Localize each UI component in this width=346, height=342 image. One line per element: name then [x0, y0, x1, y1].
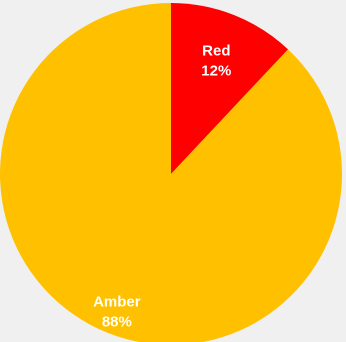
pie-label-red-value: 12% [201, 63, 231, 80]
pie-label-amber-value: 88% [102, 314, 132, 331]
pie-slice-red [171, 3, 289, 174]
pie-label-red-name: Red [202, 43, 230, 60]
pie-slice-amber [0, 3, 342, 342]
pie-slices [0, 3, 342, 342]
pie-label-amber-name: Amber [93, 294, 141, 311]
pie-labels: Red 12% Amber 88% [93, 43, 231, 331]
